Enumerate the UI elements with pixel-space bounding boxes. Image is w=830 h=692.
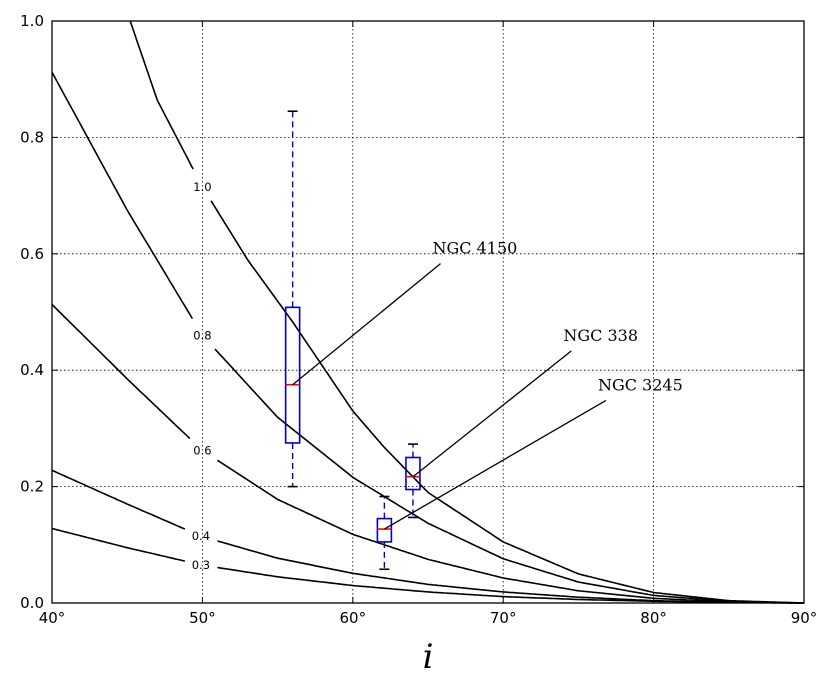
x-tick-label: 50° (189, 609, 216, 627)
annotation-line (292, 263, 441, 386)
contour-line (216, 459, 804, 604)
annotations: NGC 4150 NGC 338 NGC 3245 (292, 239, 683, 530)
contour-line (217, 540, 804, 604)
x-tick-label: 90° (791, 609, 818, 627)
contour-curves: 0.3 0.4 0.6 0.8 1.0 (51, 20, 805, 604)
annotation-line (384, 399, 607, 530)
y-tick-label: 0.4 (20, 361, 44, 379)
x-tick-label: 70° (490, 609, 517, 627)
contour-line (51, 527, 186, 562)
annotation-label: NGC 3245 (598, 375, 683, 394)
box-body (376, 517, 393, 543)
axis-ticks: 40° 50° 60° 70° 80° 90° 0.0 0.2 0.4 0.6 0.8 1.0 (20, 12, 817, 627)
box-body (405, 456, 421, 491)
contour-line (217, 566, 804, 604)
contour-label: 1.0 (193, 180, 211, 194)
annotation-line (412, 350, 572, 478)
contour-line (51, 469, 186, 530)
contour-line (214, 348, 805, 604)
contour-line (51, 71, 194, 320)
box-body (284, 306, 301, 444)
contour-label: 0.3 (192, 558, 210, 572)
y-tick-label: 0.8 (20, 128, 44, 146)
annotation-label: NGC 4150 (433, 239, 518, 258)
contour-line (51, 303, 191, 440)
x-tick-label: 40° (39, 609, 66, 627)
plot-frame (51, 20, 805, 604)
contour-line (129, 20, 194, 170)
contour-label: 0.4 (192, 529, 210, 543)
x-tick-label: 60° (340, 609, 367, 627)
contour-label: 0.8 (193, 328, 211, 342)
y-tick-label: 0.0 (20, 594, 44, 612)
contour-label: 0.6 (193, 444, 211, 458)
x-tick-label: 80° (640, 609, 667, 627)
y-tick-label: 1.0 (20, 12, 44, 30)
y-tick-label: 0.2 (20, 478, 44, 496)
grid (52, 21, 804, 603)
x-axis-label: i (423, 637, 434, 677)
annotation-label: NGC 338 (563, 326, 638, 345)
contour-line (210, 200, 805, 604)
y-tick-label: 0.6 (20, 245, 44, 263)
